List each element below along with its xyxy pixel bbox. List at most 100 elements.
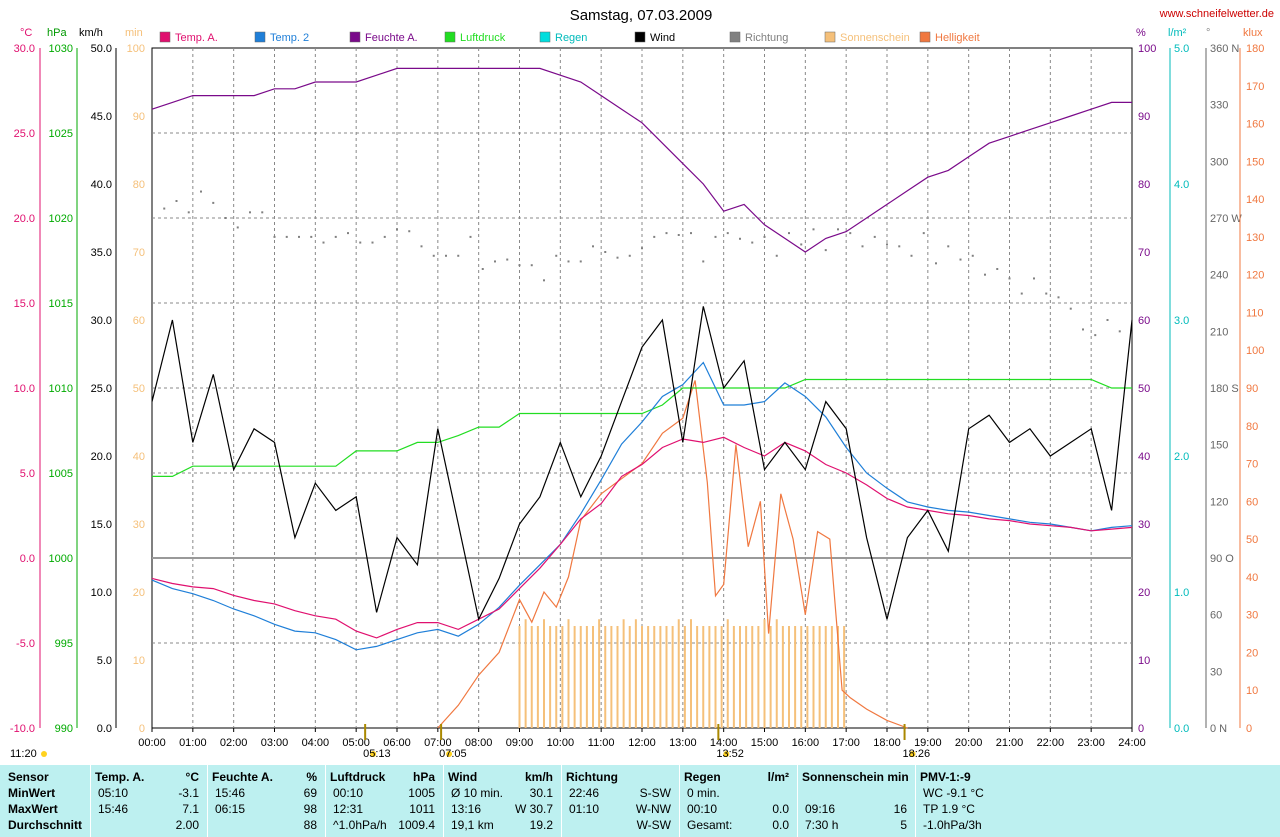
summary-separator	[561, 765, 562, 837]
direction-tick-label: 240	[1210, 270, 1228, 282]
legend-swatch	[444, 31, 456, 43]
humidity-tick-label: 0	[1138, 723, 1144, 735]
x-tick-label: 11:00	[588, 737, 615, 749]
humidity-tick-label: 30	[1138, 519, 1150, 531]
brightness-tick-label: 0	[1246, 723, 1252, 735]
sun-tick-label: 30	[133, 519, 145, 531]
summary-col-title: Richtung	[566, 770, 618, 784]
summary-separator	[443, 765, 444, 837]
pressure-tick-label: 995	[55, 638, 73, 650]
brightness-tick-label: 80	[1246, 421, 1258, 433]
legend: Temp. A. Temp. 2 Feuchte A. Luftdruck Regen W…	[159, 31, 980, 44]
legend-swatch	[824, 31, 836, 43]
direction-tick-label: 270 W	[1210, 213, 1242, 225]
summary-cell-value: 0.0	[772, 818, 789, 832]
summary-cell-time: 19,1 km	[451, 818, 494, 832]
direction-point	[592, 245, 594, 248]
summary-col: Richtung 22:46 S-SW 01:10 W-NW W-SW	[561, 765, 679, 837]
wind-tick-label: 40.0	[91, 179, 112, 191]
direction-point	[861, 245, 864, 248]
direction-point	[543, 279, 545, 282]
pressure-tick-label: 1025	[49, 128, 73, 140]
brightness-tick-label: 70	[1246, 459, 1258, 471]
summary-cell-value: 16	[893, 802, 907, 816]
sun-tick-label: 40	[133, 451, 145, 463]
summary-cell-value: 88	[303, 818, 317, 832]
direction-point	[298, 235, 300, 238]
temp-tick-label: -10.0	[10, 723, 35, 735]
direction-tick-label: 360 N	[1210, 43, 1239, 55]
direction-point	[910, 254, 913, 257]
grid	[151, 47, 1133, 729]
wind-tick-label: 25.0	[91, 383, 112, 395]
direction-point	[322, 241, 325, 244]
summary-col-title: PMV-1:-9	[920, 770, 971, 784]
summary-cell-value: 5	[900, 818, 907, 832]
direction-tick-label: 210	[1210, 326, 1228, 338]
rain-tick-label: 3.0	[1174, 315, 1189, 327]
rain-tick-label: 1.0	[1174, 587, 1189, 599]
direction-point	[224, 217, 227, 219]
summary-col-unit: °C	[185, 770, 199, 784]
x-tick-label: 03:00	[261, 737, 289, 749]
direction-point	[763, 235, 766, 238]
direction-tick-label: 60	[1210, 610, 1222, 622]
summary-separator	[90, 765, 91, 837]
rain-tick-label: 2.0	[1174, 451, 1189, 463]
sun-tick-label: 50	[133, 383, 145, 395]
summary-col-title: Wind	[448, 770, 478, 784]
wind-tick-label: 15.0	[91, 519, 112, 531]
pressure-tick-label: 1010	[49, 383, 73, 395]
summary-cell-value: 69	[303, 786, 317, 800]
summary-cell-time: 15:46	[98, 802, 129, 816]
x-tick-label: 20:00	[955, 737, 983, 749]
direction-point	[922, 232, 925, 235]
direction-point	[616, 256, 619, 259]
brightness-tick-label: 130	[1246, 232, 1264, 244]
summary-cell-value: 1009.4	[398, 818, 435, 832]
site-link[interactable]: www.schneifelwetter.de	[1159, 8, 1274, 20]
summary-col-unit: hPa	[412, 770, 435, 784]
sun-marker-label: 18:26	[903, 748, 931, 760]
humidity-tick-label: 100	[1138, 43, 1156, 55]
temp-tick-label: 15.0	[14, 298, 35, 310]
sun-marker-label: 07:05	[439, 748, 467, 760]
summary-col: PMV-1:-9 WC -9.1 °C TP 1.9 °C -1.0hPa/3h	[915, 765, 1033, 837]
sun-tick-label: 10	[133, 655, 145, 667]
direction-point	[947, 245, 950, 248]
summary-cell-time: 15:46	[215, 786, 246, 800]
direction-point	[518, 264, 521, 267]
direction-point	[726, 232, 729, 235]
sun-tick-label: 100	[127, 43, 145, 55]
direction-point	[702, 260, 705, 263]
summary-cell-value: W 30.7	[514, 802, 553, 816]
x-tick-label: 01:00	[179, 737, 207, 749]
direction-point	[494, 260, 496, 263]
summary-col-title: Temp. A.	[95, 770, 145, 784]
brightness-tick-label: 10	[1246, 685, 1258, 697]
summary-col: Feuchte A.% 15:46 69 06:15 98 88	[207, 765, 325, 837]
direction-point	[800, 243, 803, 246]
left-axes: °C hPa km/h min -10.0 -5.0 0.0 5.0 10.0 15.0 20.0 2…	[10, 27, 145, 735]
direction-point	[175, 200, 178, 202]
wind-tick-label: 45.0	[91, 111, 112, 123]
temp-tick-label: 30.0	[14, 43, 35, 55]
summary-cell-time: 01:10	[569, 802, 600, 816]
direction-tick-label: 120	[1210, 496, 1228, 508]
direction-tick-label: 0 N	[1210, 723, 1227, 735]
summary-row-label: Sensor	[8, 770, 49, 784]
wind-axis-unit: km/h	[79, 27, 103, 39]
legend-label: Helligkeit	[935, 32, 980, 44]
sun-marker-dot	[723, 751, 730, 757]
legend-swatch	[254, 31, 266, 43]
direction-point	[665, 232, 668, 235]
temp-tick-label: 5.0	[20, 468, 35, 480]
summary-cell-value: 30.1	[529, 786, 553, 800]
sun-axis-unit: min	[125, 27, 143, 39]
sun-tick-label: 0	[139, 723, 145, 735]
direction-point	[1057, 296, 1060, 299]
legend-label: Richtung	[745, 32, 788, 44]
pressure-tick-label: 1020	[49, 213, 73, 225]
x-tick-label: 19:00	[914, 737, 942, 749]
